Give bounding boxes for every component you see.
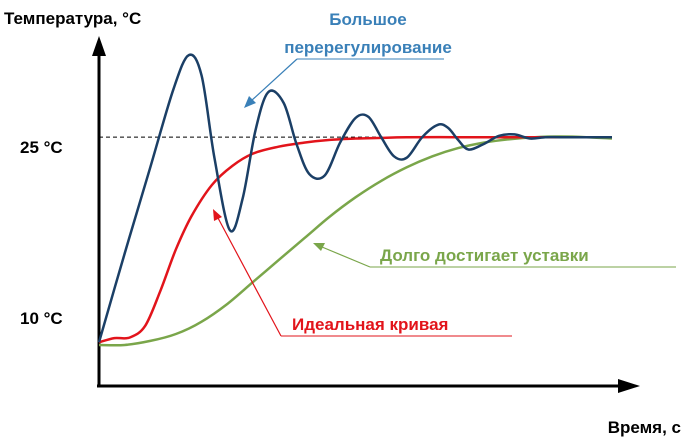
annotation-slow: Долго достигает уставки: [380, 246, 589, 265]
series-line-ideal: [98, 135, 561, 344]
series-line-slow: [98, 135, 613, 347]
x-axis-arrow-icon: [618, 379, 640, 393]
series-line-overshoot: [97, 53, 612, 343]
y-tick-label-25: 25 °C: [20, 138, 63, 157]
annotation-overshoot-line1: Большое: [329, 10, 406, 29]
annotation-slow-arrow-icon: [313, 243, 325, 251]
y-tick-label-10: 10 °C: [20, 309, 63, 328]
annotation-overshoot-line2: перерегулирование: [284, 38, 452, 57]
y-axis-arrow-icon: [92, 36, 106, 56]
annotation-slow-leader: [321, 246, 371, 268]
x-axis-label: Время, с: [608, 418, 681, 437]
y-axis-label: Температура, °C: [4, 9, 141, 28]
annotation-ideal-leader: [217, 217, 282, 337]
annotation-ideal: Идеальная кривая: [292, 315, 448, 334]
annotation-overshoot-leader: [250, 58, 298, 102]
annotation-ideal-arrow-icon: [213, 209, 222, 221]
annotation-overshoot-arrow-icon: [244, 96, 256, 108]
